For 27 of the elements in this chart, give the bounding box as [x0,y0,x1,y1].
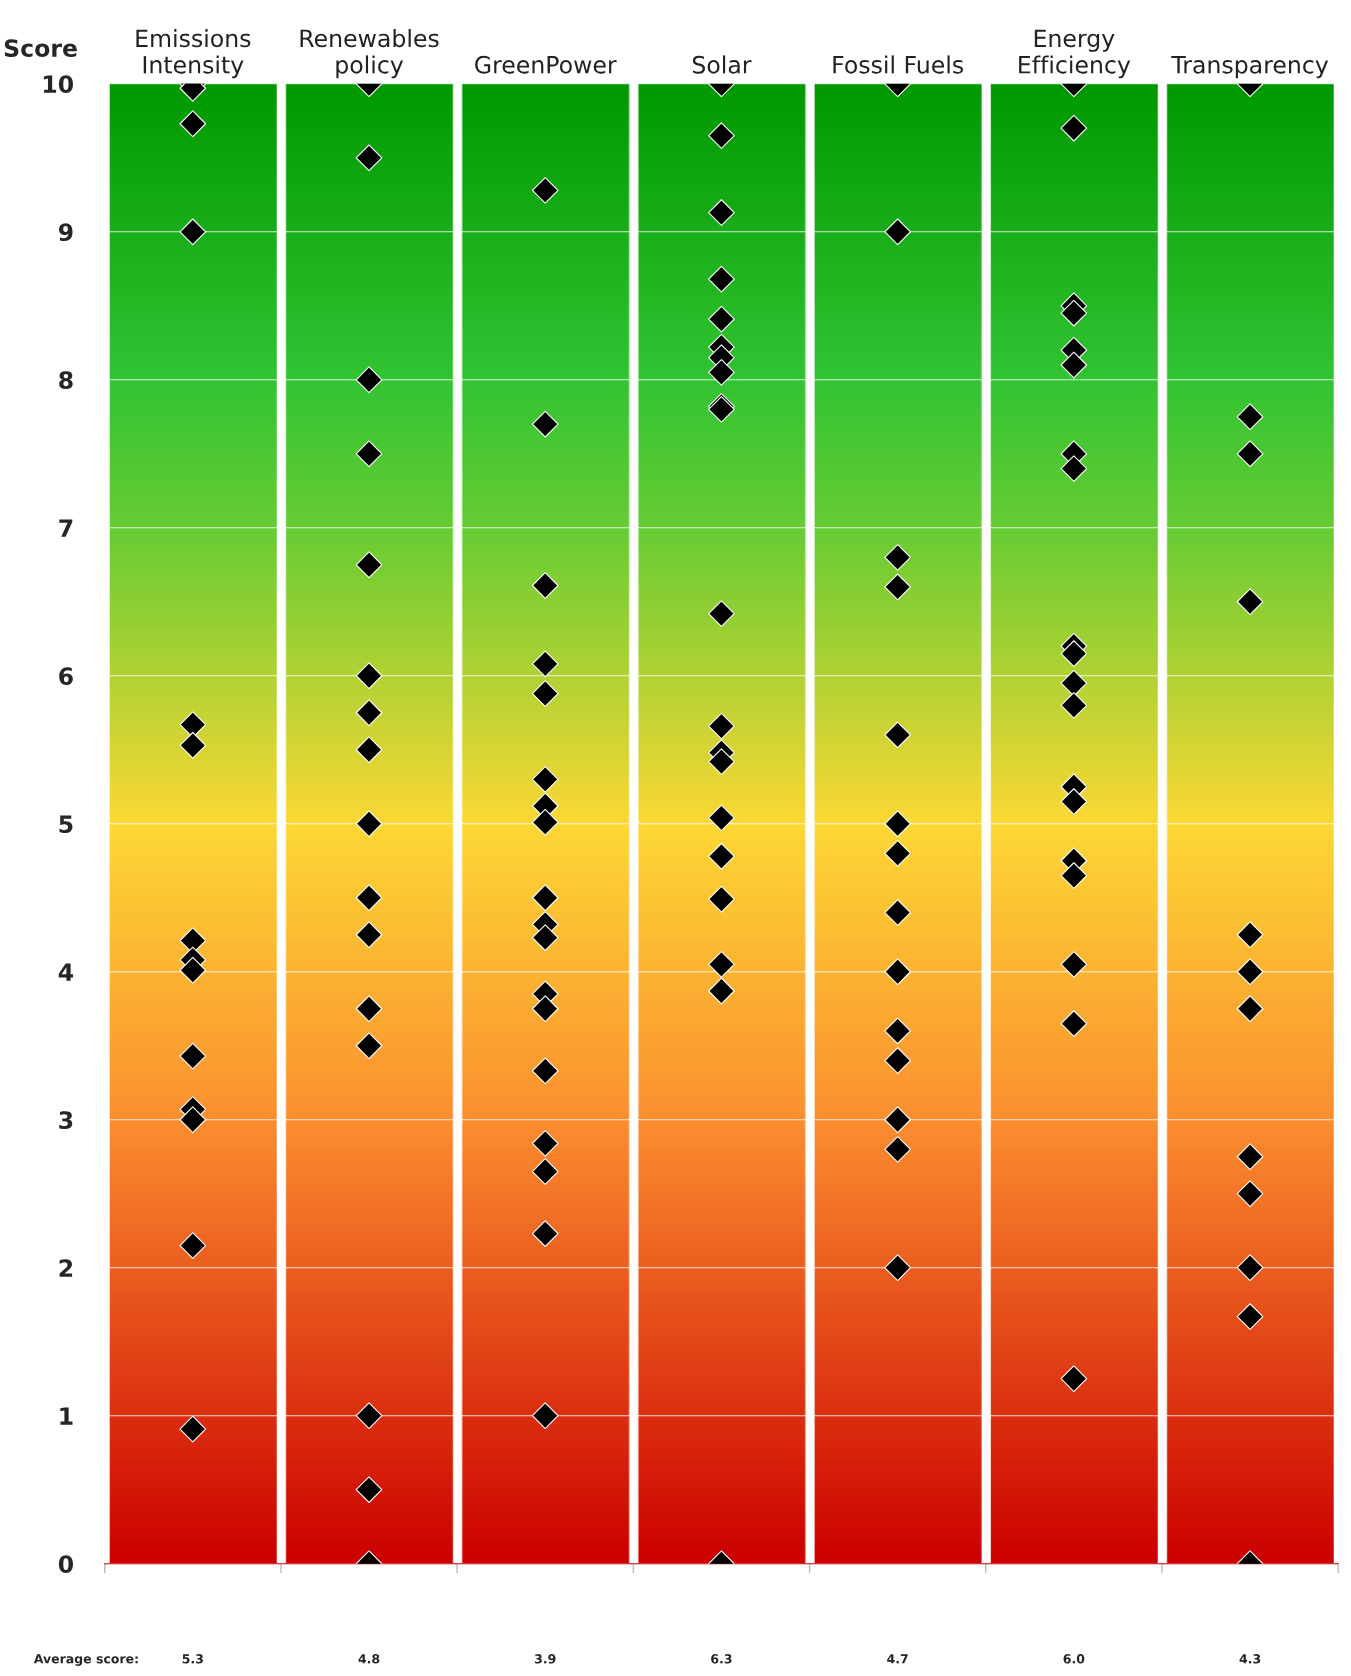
x-tick-label: Transparency [1171,56,1329,79]
text: 4.8 [358,1654,380,1664]
text: Average score: [33,1654,138,1666]
y-tick-label: 0 [58,1555,74,1574]
text: 3.9 [534,1654,556,1664]
y-tick-label: 7 [59,519,73,537]
x-tick-label: Renewables policy [300,28,439,79]
text: 4.3 [1239,1654,1261,1664]
y-tick-label: 4 [58,963,74,981]
x-tick-label: Fossil Fuels [833,55,964,74]
y-tick-label: 5 [59,815,73,834]
x-tick-label: Energy Efficiency [1019,29,1131,79]
y-tick-label: 3 [59,1111,73,1130]
y-tick-label: 10 [43,75,74,94]
y-tick-label: 8 [59,371,73,390]
x-tick-label: Emissions Intensity [136,28,251,79]
text: 6.3 [711,1654,732,1664]
x-tick-label: GreenPower [475,55,617,74]
y-tick-label: 6 [59,667,73,686]
y-axis-title: Score [4,39,77,58]
y-tick-label: 9 [58,223,73,242]
text: 6.0 [1063,1654,1085,1664]
text: 4.7 [887,1654,908,1664]
x-tick-label: Solar [692,55,752,74]
y-tick-label: 2 [59,1259,73,1277]
text: 5.3 [182,1654,203,1664]
y-tick-label: 1 [60,1407,73,1425]
